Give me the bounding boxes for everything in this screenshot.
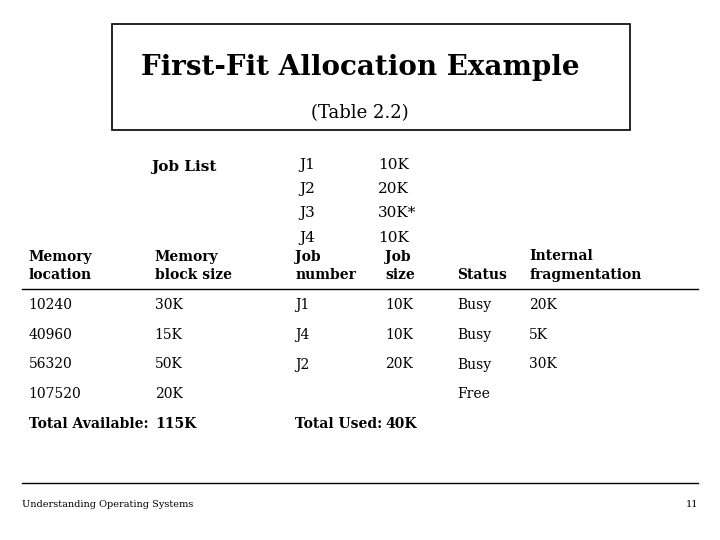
Text: First-Fit Allocation Example: First-Fit Allocation Example <box>140 54 580 81</box>
Text: 20K: 20K <box>155 387 183 401</box>
Text: J3: J3 <box>299 206 315 220</box>
Text: J4: J4 <box>299 231 315 245</box>
Text: 10K: 10K <box>385 328 413 342</box>
Text: J2: J2 <box>295 357 310 372</box>
Text: Job: Job <box>295 249 321 264</box>
Text: number: number <box>295 268 356 282</box>
Text: Busy: Busy <box>457 298 491 312</box>
Text: J4: J4 <box>295 328 310 342</box>
Text: 30K: 30K <box>529 357 557 372</box>
Text: location: location <box>29 268 92 282</box>
Text: size: size <box>385 268 415 282</box>
Text: block size: block size <box>155 268 232 282</box>
Text: Job List: Job List <box>151 160 216 174</box>
Text: 56320: 56320 <box>29 357 73 372</box>
Text: Free: Free <box>457 387 490 401</box>
Text: 20K: 20K <box>378 182 409 196</box>
Text: 11: 11 <box>686 501 698 509</box>
Text: 20K: 20K <box>385 357 413 372</box>
Text: Total Available:: Total Available: <box>29 417 148 431</box>
Text: Total Used:: Total Used: <box>295 417 382 431</box>
Text: fragmentation: fragmentation <box>529 268 642 282</box>
Text: 10K: 10K <box>378 231 409 245</box>
Text: (Table 2.2): (Table 2.2) <box>311 104 409 123</box>
Text: 30K: 30K <box>155 298 183 312</box>
Text: 115K: 115K <box>155 417 196 431</box>
Text: 10K: 10K <box>378 158 409 172</box>
Text: 20K: 20K <box>529 298 557 312</box>
Text: 10240: 10240 <box>29 298 73 312</box>
Text: Memory: Memory <box>29 249 92 264</box>
Text: 40960: 40960 <box>29 328 73 342</box>
Text: J2: J2 <box>299 182 315 196</box>
Text: Understanding Operating Systems: Understanding Operating Systems <box>22 501 193 509</box>
Text: 107520: 107520 <box>29 387 81 401</box>
Text: Status: Status <box>457 268 507 282</box>
Text: 10K: 10K <box>385 298 413 312</box>
Text: 5K: 5K <box>529 328 549 342</box>
Text: 30K*: 30K* <box>378 206 416 220</box>
Text: 15K: 15K <box>155 328 183 342</box>
Text: Job: Job <box>385 249 411 264</box>
FancyBboxPatch shape <box>112 24 630 130</box>
Text: Internal: Internal <box>529 249 593 264</box>
Text: Busy: Busy <box>457 328 491 342</box>
Text: Busy: Busy <box>457 357 491 372</box>
Text: J1: J1 <box>295 298 310 312</box>
Text: Memory: Memory <box>155 249 218 264</box>
Text: J1: J1 <box>299 158 315 172</box>
Text: 40K: 40K <box>385 417 417 431</box>
Text: 50K: 50K <box>155 357 183 372</box>
